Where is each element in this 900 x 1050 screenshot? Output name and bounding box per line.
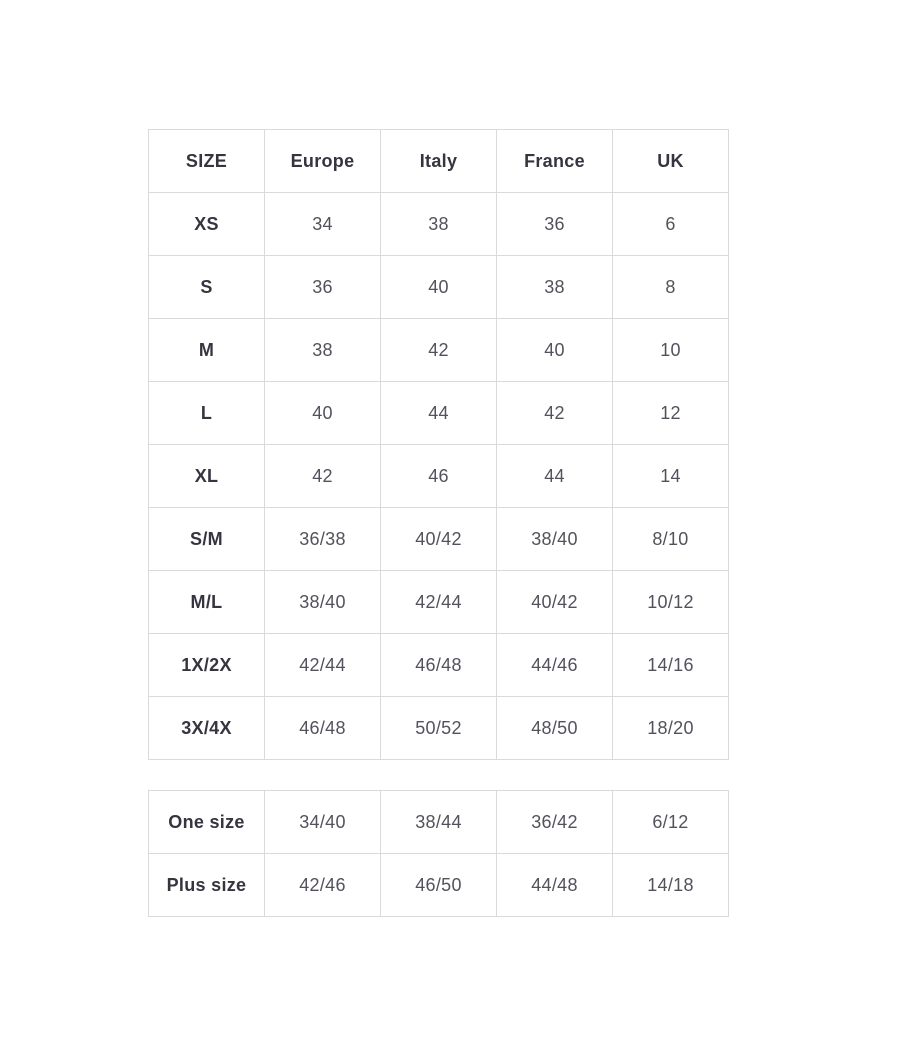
column-header-size: SIZE [148, 129, 265, 193]
size-label: One size [148, 790, 265, 854]
table-row-m: M 38 42 40 10 [148, 318, 729, 382]
table-row-s: S 36 40 38 8 [148, 255, 729, 319]
size-value: 40 [496, 318, 613, 382]
size-value: 14/16 [612, 633, 729, 697]
size-value: 46 [380, 444, 497, 508]
size-value: 14 [612, 444, 729, 508]
size-value: 40/42 [496, 570, 613, 634]
table-row-xl: XL 42 46 44 14 [148, 444, 729, 508]
table-row-one-size: One size 34/40 38/44 36/42 6/12 [148, 790, 729, 854]
size-value: 38/44 [380, 790, 497, 854]
table-row-l: L 40 44 42 12 [148, 381, 729, 445]
size-value: 46/48 [264, 696, 381, 760]
size-value: 48/50 [496, 696, 613, 760]
size-value: 6/12 [612, 790, 729, 854]
size-value: 40 [380, 255, 497, 319]
size-value: 8 [612, 255, 729, 319]
size-value: 42 [264, 444, 381, 508]
size-value: 36/42 [496, 790, 613, 854]
size-value: 42/44 [380, 570, 497, 634]
column-header-europe: Europe [264, 129, 381, 193]
size-value: 10/12 [612, 570, 729, 634]
table-row-m-l: M/L 38/40 42/44 40/42 10/12 [148, 570, 729, 634]
size-value: 38/40 [496, 507, 613, 571]
size-value: 14/18 [612, 853, 729, 917]
size-value: 38 [264, 318, 381, 382]
size-value: 50/52 [380, 696, 497, 760]
size-value: 46/48 [380, 633, 497, 697]
size-table-body: XS 34 38 36 6 S 36 40 38 8 M 38 42 40 10… [148, 192, 729, 760]
size-value: 36 [496, 192, 613, 256]
size-table-header: SIZE Europe Italy France UK [148, 129, 729, 193]
size-value: 42 [380, 318, 497, 382]
size-label: L [148, 381, 265, 445]
size-value: 42/44 [264, 633, 381, 697]
size-value: 34 [264, 192, 381, 256]
size-value: 44/48 [496, 853, 613, 917]
size-label: XS [148, 192, 265, 256]
size-value: 38/40 [264, 570, 381, 634]
size-value: 6 [612, 192, 729, 256]
size-label: S [148, 255, 265, 319]
size-value: 38 [380, 192, 497, 256]
size-label: XL [148, 444, 265, 508]
size-value: 18/20 [612, 696, 729, 760]
size-value: 36 [264, 255, 381, 319]
special-size-table: One size 34/40 38/44 36/42 6/12 Plus siz… [148, 790, 729, 917]
size-label: Plus size [148, 853, 265, 917]
size-value: 10 [612, 318, 729, 382]
size-label: 3X/4X [148, 696, 265, 760]
table-row-plus-size: Plus size 42/46 46/50 44/48 14/18 [148, 853, 729, 917]
size-value: 42/46 [264, 853, 381, 917]
column-header-uk: UK [612, 129, 729, 193]
size-label: S/M [148, 507, 265, 571]
size-value: 42 [496, 381, 613, 445]
size-value: 44/46 [496, 633, 613, 697]
column-header-france: France [496, 129, 613, 193]
column-header-italy: Italy [380, 129, 497, 193]
table-row-1x-2x: 1X/2X 42/44 46/48 44/46 14/16 [148, 633, 729, 697]
size-label: M [148, 318, 265, 382]
size-value: 12 [612, 381, 729, 445]
size-value: 40 [264, 381, 381, 445]
size-label: 1X/2X [148, 633, 265, 697]
size-value: 46/50 [380, 853, 497, 917]
header-row: SIZE Europe Italy France UK [148, 129, 729, 193]
size-value: 38 [496, 255, 613, 319]
size-label: M/L [148, 570, 265, 634]
size-conversion-table: SIZE Europe Italy France UK XS 34 38 36 … [148, 129, 729, 760]
size-value: 36/38 [264, 507, 381, 571]
size-value: 44 [380, 381, 497, 445]
size-value: 44 [496, 444, 613, 508]
table-row-xs: XS 34 38 36 6 [148, 192, 729, 256]
size-value: 40/42 [380, 507, 497, 571]
size-value: 8/10 [612, 507, 729, 571]
size-value: 34/40 [264, 790, 381, 854]
table-row-s-m: S/M 36/38 40/42 38/40 8/10 [148, 507, 729, 571]
table-row-3x-4x: 3X/4X 46/48 50/52 48/50 18/20 [148, 696, 729, 760]
special-size-table-body: One size 34/40 38/44 36/42 6/12 Plus siz… [148, 790, 729, 917]
